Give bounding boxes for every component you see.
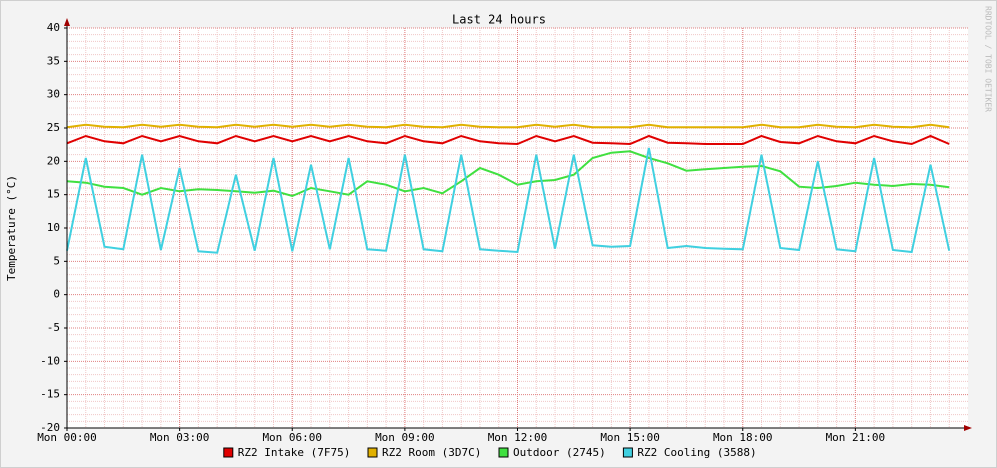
y-tick-label: -15 (40, 388, 60, 401)
y-axis-label: Temperature (°C) (5, 175, 18, 281)
x-tick-label: Mon 00:00 (37, 431, 97, 444)
y-tick-label: 20 (47, 154, 60, 167)
legend-label: RZ2 Cooling (3588) (637, 446, 756, 459)
grid (64, 27, 968, 431)
y-axis-arrow (64, 18, 70, 26)
y-tick-label: 25 (47, 121, 60, 134)
legend-label: Outdoor (2745) (513, 446, 606, 459)
y-tick-label: 10 (47, 221, 60, 234)
y-tick-label: -10 (40, 354, 60, 367)
x-tick-label: Mon 09:00 (375, 431, 435, 444)
legend-swatch (367, 447, 378, 458)
x-axis-arrow (964, 425, 972, 431)
credit: RRDTOOL / TOBI OETIKER (984, 6, 993, 112)
series-line (66, 134, 950, 146)
legend-swatch (223, 447, 234, 458)
y-tick-label: -20 (40, 421, 60, 434)
x-tick-label: Mon 06:00 (262, 431, 322, 444)
y-tick-label: 40 (47, 21, 60, 34)
chart-title: Last 24 hours (452, 13, 546, 27)
series-line (66, 147, 951, 254)
series-line (66, 150, 950, 198)
lines (66, 123, 951, 254)
legend-swatch (498, 447, 509, 458)
y-tick-label: 35 (47, 54, 60, 67)
y-tick-label: -5 (47, 321, 60, 334)
x-tick-label: Mon 15:00 (600, 431, 660, 444)
x-tick-label: Mon 18:00 (713, 431, 773, 444)
x-tick-label: Mon 12:00 (488, 431, 548, 444)
legend-swatch (622, 447, 633, 458)
y-tick-label: 15 (47, 188, 60, 201)
y-tick-label: 5 (53, 254, 60, 267)
y-tick-label: 30 (47, 88, 60, 101)
x-tick-label: Mon 03:00 (150, 431, 210, 444)
legend-label: RZ2 Room (3D7C) (382, 446, 481, 459)
legend: RZ2 Intake (7F75) RZ2 Room (3D7C) Outdoor … (223, 446, 757, 459)
legend-label: RZ2 Intake (7F75) (238, 446, 351, 459)
series-line (66, 123, 950, 129)
y-tick-label: 0 (53, 288, 60, 301)
x-tick-label: Mon 21:00 (826, 431, 886, 444)
